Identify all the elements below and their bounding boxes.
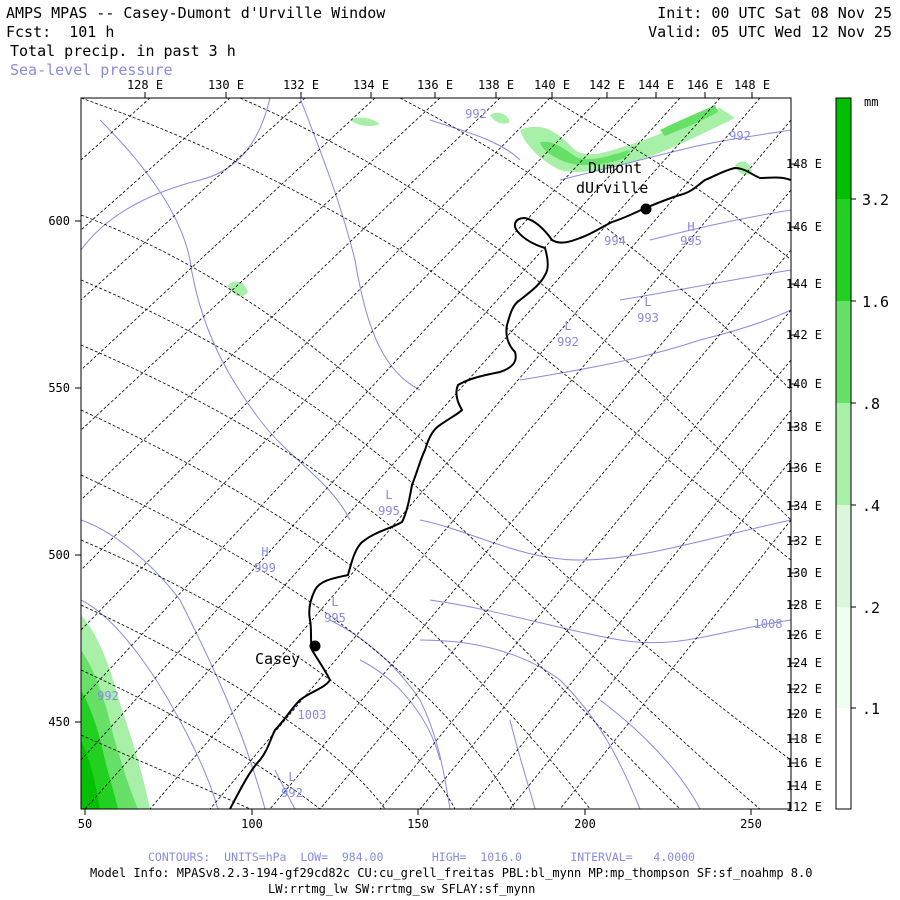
pressure-label: 992 — [281, 786, 303, 800]
colorbar-label: 3.2 — [862, 191, 889, 209]
forecast-hour: Fcst: 101 h — [6, 23, 115, 41]
top-lon-label: 144 E — [638, 78, 674, 92]
pressure-label: 1008 — [754, 617, 783, 631]
top-lon-label: 148 E — [734, 78, 770, 92]
right-lon-label: 142 E — [786, 328, 822, 342]
pressure-label: 992 — [97, 689, 119, 703]
overlay-name: Sea-level pressure — [10, 61, 173, 79]
pressure-contours — [81, 98, 791, 809]
pressure-label: 992 — [465, 107, 487, 121]
top-lon-label: 130 E — [208, 78, 244, 92]
top-lon-label: 142 E — [589, 78, 625, 92]
top-lon-label: 146 E — [687, 78, 723, 92]
x-tick-label: 200 — [574, 817, 596, 831]
x-axis: 50 100 150 200 250 — [78, 809, 762, 831]
colorbar-label: 1.6 — [862, 293, 889, 311]
pressure-mark: L — [644, 295, 651, 309]
graticule — [81, 98, 791, 809]
pressure-label: 993 — [637, 311, 659, 325]
station-label-dumont: Dumont — [588, 159, 642, 177]
right-lon-label: 124 E — [786, 656, 822, 670]
y-tick-label: 500 — [48, 548, 70, 562]
colorbar-unit: mm — [864, 95, 878, 109]
pressure-label: 995 — [324, 611, 346, 625]
right-lon-label: 130 E — [786, 566, 822, 580]
pressure-label: 995 — [680, 234, 702, 248]
map-frame — [80, 97, 792, 810]
colorbar-label: .2 — [862, 599, 880, 617]
casey-marker — [309, 640, 321, 652]
dumont-durville-marker — [640, 203, 652, 215]
y-tick-label: 550 — [48, 381, 70, 395]
right-lon-label: 122 E — [786, 682, 822, 696]
pressure-label: 999 — [254, 561, 276, 575]
right-lon-label: 128 E — [786, 598, 822, 612]
right-lon-label: 146 E — [786, 220, 822, 234]
right-lon-label: 126 E — [786, 628, 822, 642]
pressure-label: 1003 — [298, 708, 327, 722]
right-lon-label: 138 E — [786, 420, 822, 434]
right-lon-label: 114 E — [786, 779, 822, 793]
right-lon-label: 120 E — [786, 707, 822, 721]
top-lon-labels: 128 E 130 E 132 E 134 E 136 E 138 E 140 … — [127, 78, 770, 98]
right-lon-label: 118 E — [786, 732, 822, 746]
pressure-label: 995 — [378, 504, 400, 518]
right-lon-label: 132 E — [786, 534, 822, 548]
right-lon-label: 140 E — [786, 377, 822, 391]
right-lon-label: 144 E — [786, 277, 822, 291]
coastline — [229, 166, 791, 809]
model-info: Model Info: MPASv8.2.3-194-gf29cd82c CU:… — [90, 866, 812, 880]
x-tick-label: 50 — [78, 817, 92, 831]
colorbar-label: .4 — [862, 497, 880, 515]
map-title: AMPS MPAS -- Casey-Dumont d'Urville Wind… — [6, 4, 386, 22]
precip-shading — [81, 105, 752, 809]
x-tick-label: 150 — [407, 817, 429, 831]
right-lon-label: 148 E — [786, 157, 822, 171]
station-label-casey: Casey — [255, 650, 300, 668]
field-name: Total precip. in past 3 h — [10, 42, 236, 60]
top-lon-label: 128 E — [127, 78, 163, 92]
valid-time: Valid: 05 UTC Wed 12 Nov 25 — [648, 23, 892, 41]
y-tick-label: 600 — [48, 214, 70, 228]
right-lon-labels: 148 E 146 E 144 E 142 E 140 E 138 E 136 … — [786, 157, 822, 814]
pressure-label: 994 — [604, 234, 626, 248]
pressure-label: 992 — [729, 129, 751, 143]
pressure-labels: 992 992 994 H 995 L 993 L 992 L 995 H 99… — [97, 107, 782, 800]
station-label-durville: dUrville — [576, 179, 648, 197]
pressure-mark: L — [331, 595, 338, 609]
colorbar-label: .1 — [862, 700, 880, 718]
top-lon-label: 136 E — [417, 78, 453, 92]
pressure-mark: L — [288, 770, 295, 784]
top-lon-label: 132 E — [283, 78, 319, 92]
right-lon-label: 134 E — [786, 499, 822, 513]
y-tick-label: 450 — [48, 715, 70, 729]
x-tick-label: 100 — [241, 817, 263, 831]
right-lon-label: 136 E — [786, 461, 822, 475]
pressure-label: 992 — [557, 335, 579, 349]
pressure-mark: L — [564, 319, 571, 333]
pressure-mark: H — [261, 545, 268, 559]
init-time: Init: 00 UTC Sat 08 Nov 25 — [657, 4, 892, 22]
station-markers: Dumont dUrville Casey — [255, 159, 652, 668]
x-tick-label: 250 — [740, 817, 762, 831]
y-axis: 450 500 550 600 — [48, 214, 81, 729]
right-lon-ticks — [791, 163, 797, 787]
colorbar: mm 3.2 1.6 .8 .4 .2 .1 — [835, 95, 889, 810]
model-info-line2: LW:rrtmg_lw SW:rrtmg_sw SFLAY:sf_mynn — [268, 882, 535, 896]
pressure-mark: L — [385, 488, 392, 502]
top-lon-label: 134 E — [353, 78, 389, 92]
top-lon-label: 140 E — [534, 78, 570, 92]
right-lon-label: 116 E — [786, 756, 822, 770]
colorbar-label: .8 — [862, 395, 880, 413]
pressure-mark: H — [687, 220, 694, 234]
right-lon-label: 112 E — [786, 800, 822, 814]
contour-info: CONTOURS: UNITS=hPa LOW= 984.00 HIGH= 10… — [148, 850, 695, 864]
top-lon-label: 138 E — [478, 78, 514, 92]
